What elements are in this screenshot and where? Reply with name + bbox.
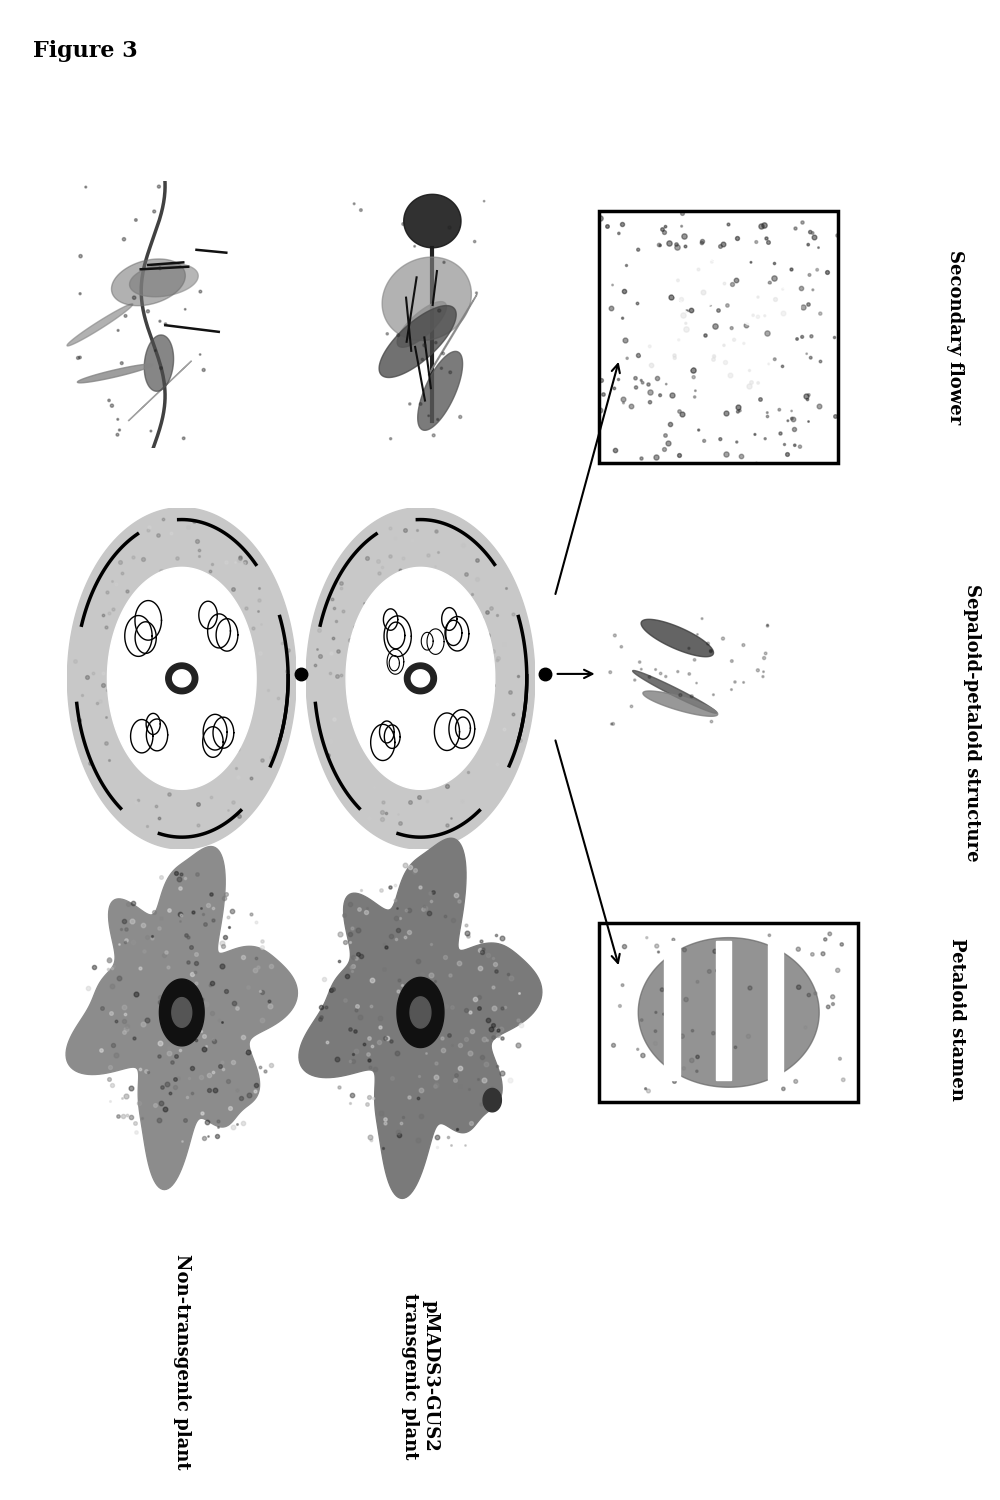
Text: Petaloid stamen: Petaloid stamen (948, 939, 966, 1101)
Bar (599, 210, 838, 464)
Text: Figure 3: Figure 3 (33, 40, 137, 62)
Text: Sepaloid-petaloid structure: Sepaloid-petaloid structure (963, 584, 981, 861)
Text: Secondary flower: Secondary flower (946, 249, 964, 424)
Text: pMADS3-GUS2
transgenic plant: pMADS3-GUS2 transgenic plant (401, 1293, 440, 1460)
Text: Non-transgenic plant: Non-transgenic plant (173, 1254, 191, 1468)
Bar (599, 924, 858, 1101)
